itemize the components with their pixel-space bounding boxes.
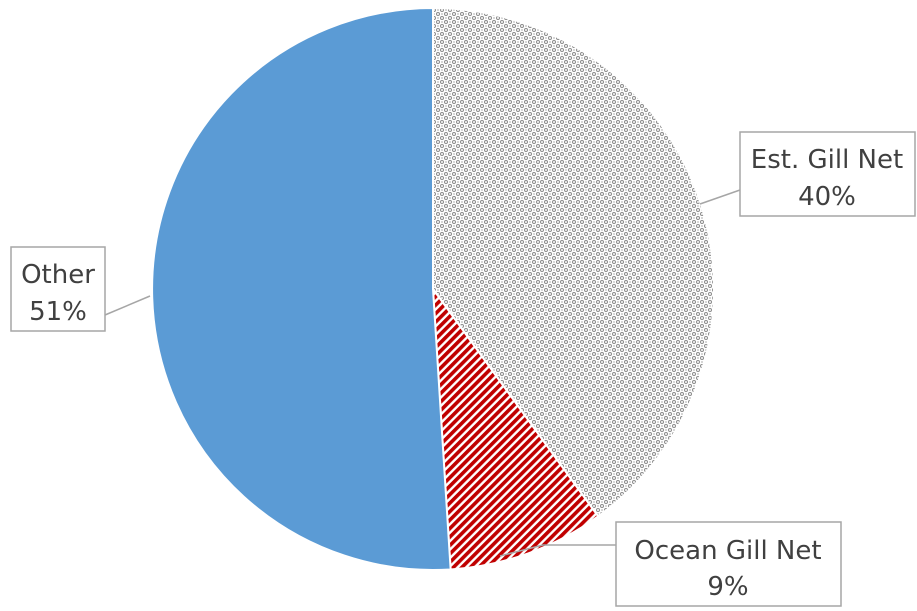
slice-label-other: Other [21,260,95,290]
slice-label-est-gill-net: Est. Gill Net [751,145,903,175]
callout-box-ocean-gill-net [615,521,842,607]
slice-percent-ocean-gill-net: 9% [707,572,748,602]
pie-slices [151,6,715,571]
pie-slice-other [151,6,452,571]
leader-line-ocean-gill-net [499,544,616,557]
callout-ocean-gill-net: Ocean Gill Net 9% [499,521,842,607]
leader-line-other [104,295,151,316]
callout-box-est-gill-net [739,131,916,217]
pie-slice-ocean-gill-net [431,285,600,571]
data-label-callouts: Est. Gill Net 40% Ocean Gill Net 9% Othe… [10,131,916,607]
pie-slice-est-gill-net [432,6,715,518]
leader-line-est-gill-net [699,189,741,205]
slice-label-ocean-gill-net: Ocean Gill Net [634,536,821,566]
callout-other: Other 51% [10,246,151,332]
slice-percent-est-gill-net: 40% [798,182,856,212]
callout-est-gill-net: Est. Gill Net 40% [699,131,916,217]
callout-box-other [10,246,106,332]
slice-percent-other: 51% [29,297,87,327]
